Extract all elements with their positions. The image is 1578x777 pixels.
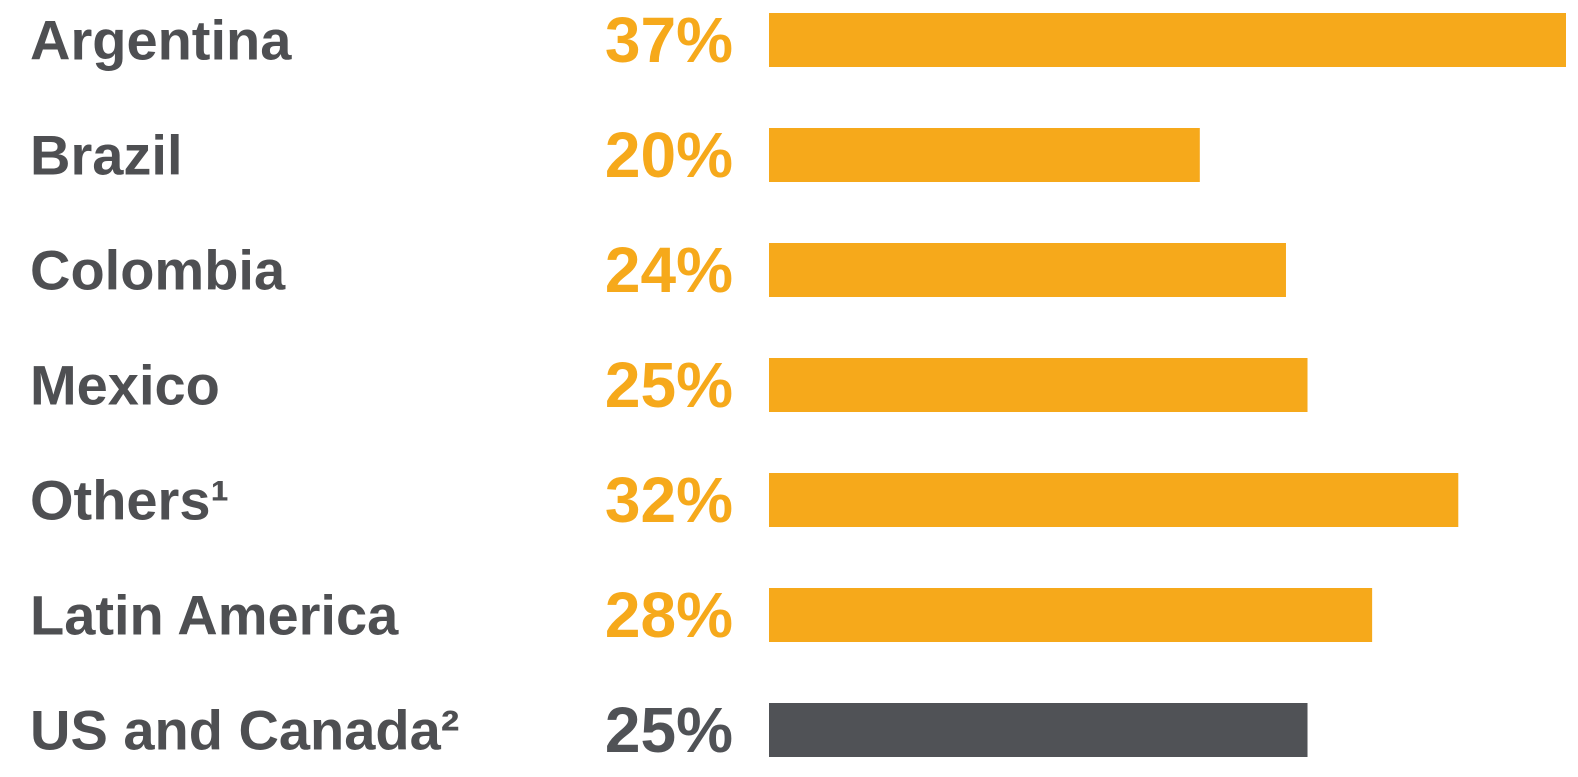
value-label: 37% (605, 4, 733, 76)
category-label: Brazil (30, 124, 183, 187)
value-label: 25% (605, 694, 733, 766)
category-label: Colombia (30, 239, 286, 302)
category-label: Others¹ (30, 469, 229, 532)
bar (769, 128, 1200, 182)
category-label: Mexico (30, 354, 220, 417)
bar (769, 13, 1566, 67)
bar (769, 588, 1373, 642)
value-label: 24% (605, 234, 733, 306)
bar (769, 703, 1308, 757)
category-label: Latin America (30, 584, 399, 647)
value-label: 32% (605, 464, 733, 536)
bar (769, 243, 1286, 297)
value-label: 25% (605, 349, 733, 421)
bar (769, 473, 1459, 527)
category-label: Argentina (30, 9, 292, 72)
category-label: US and Canada² (30, 699, 459, 762)
bar (769, 358, 1308, 412)
value-label: 28% (605, 579, 733, 651)
value-label: 20% (605, 119, 733, 191)
